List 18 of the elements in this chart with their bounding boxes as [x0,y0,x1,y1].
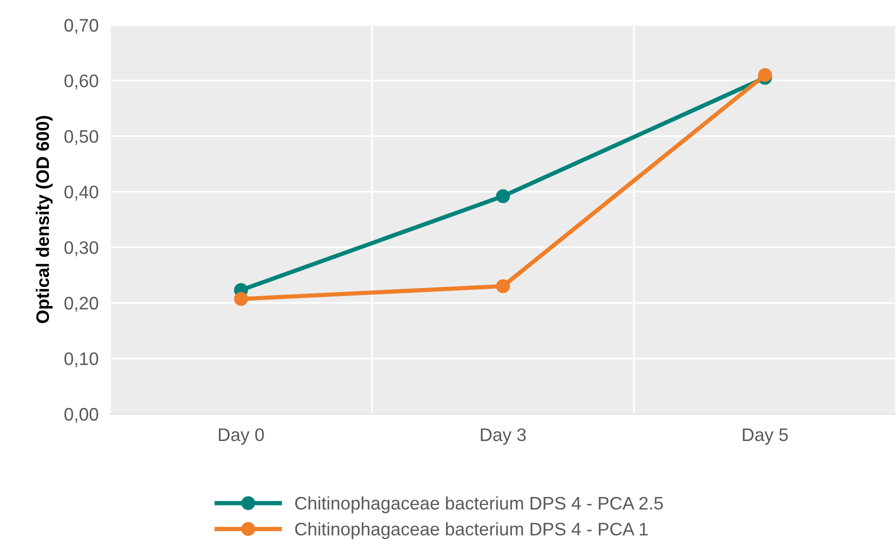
legend-label: Chitinophagaceae bacterium DPS 4 - PCA 2.5 [295,496,663,514]
y-tick-label: 0,70 [64,18,98,34]
y-axis-title: Optical density (OD 600) [36,116,53,324]
x-tick-label: Day 0 [218,428,264,445]
y-tick-label: 0,50 [64,130,98,145]
y-tick-label: 0,20 [64,296,98,312]
y-tick-label: 0,60 [64,74,98,90]
y-tick-label: 0,30 [64,241,98,256]
point [234,292,248,306]
y-tick-label: 0,10 [64,352,98,368]
point [496,189,510,204]
x-tick-label: Day 5 [742,428,788,445]
y-tick-label: 0,40 [64,186,98,201]
y-tick-label: 0,00 [64,408,98,423]
point [758,68,772,82]
point [496,279,510,294]
x-tick-label: Day 3 [480,428,526,445]
legend-label: Chitinophagaceae bacterium DPS 4 - PCA 1 [295,522,648,540]
